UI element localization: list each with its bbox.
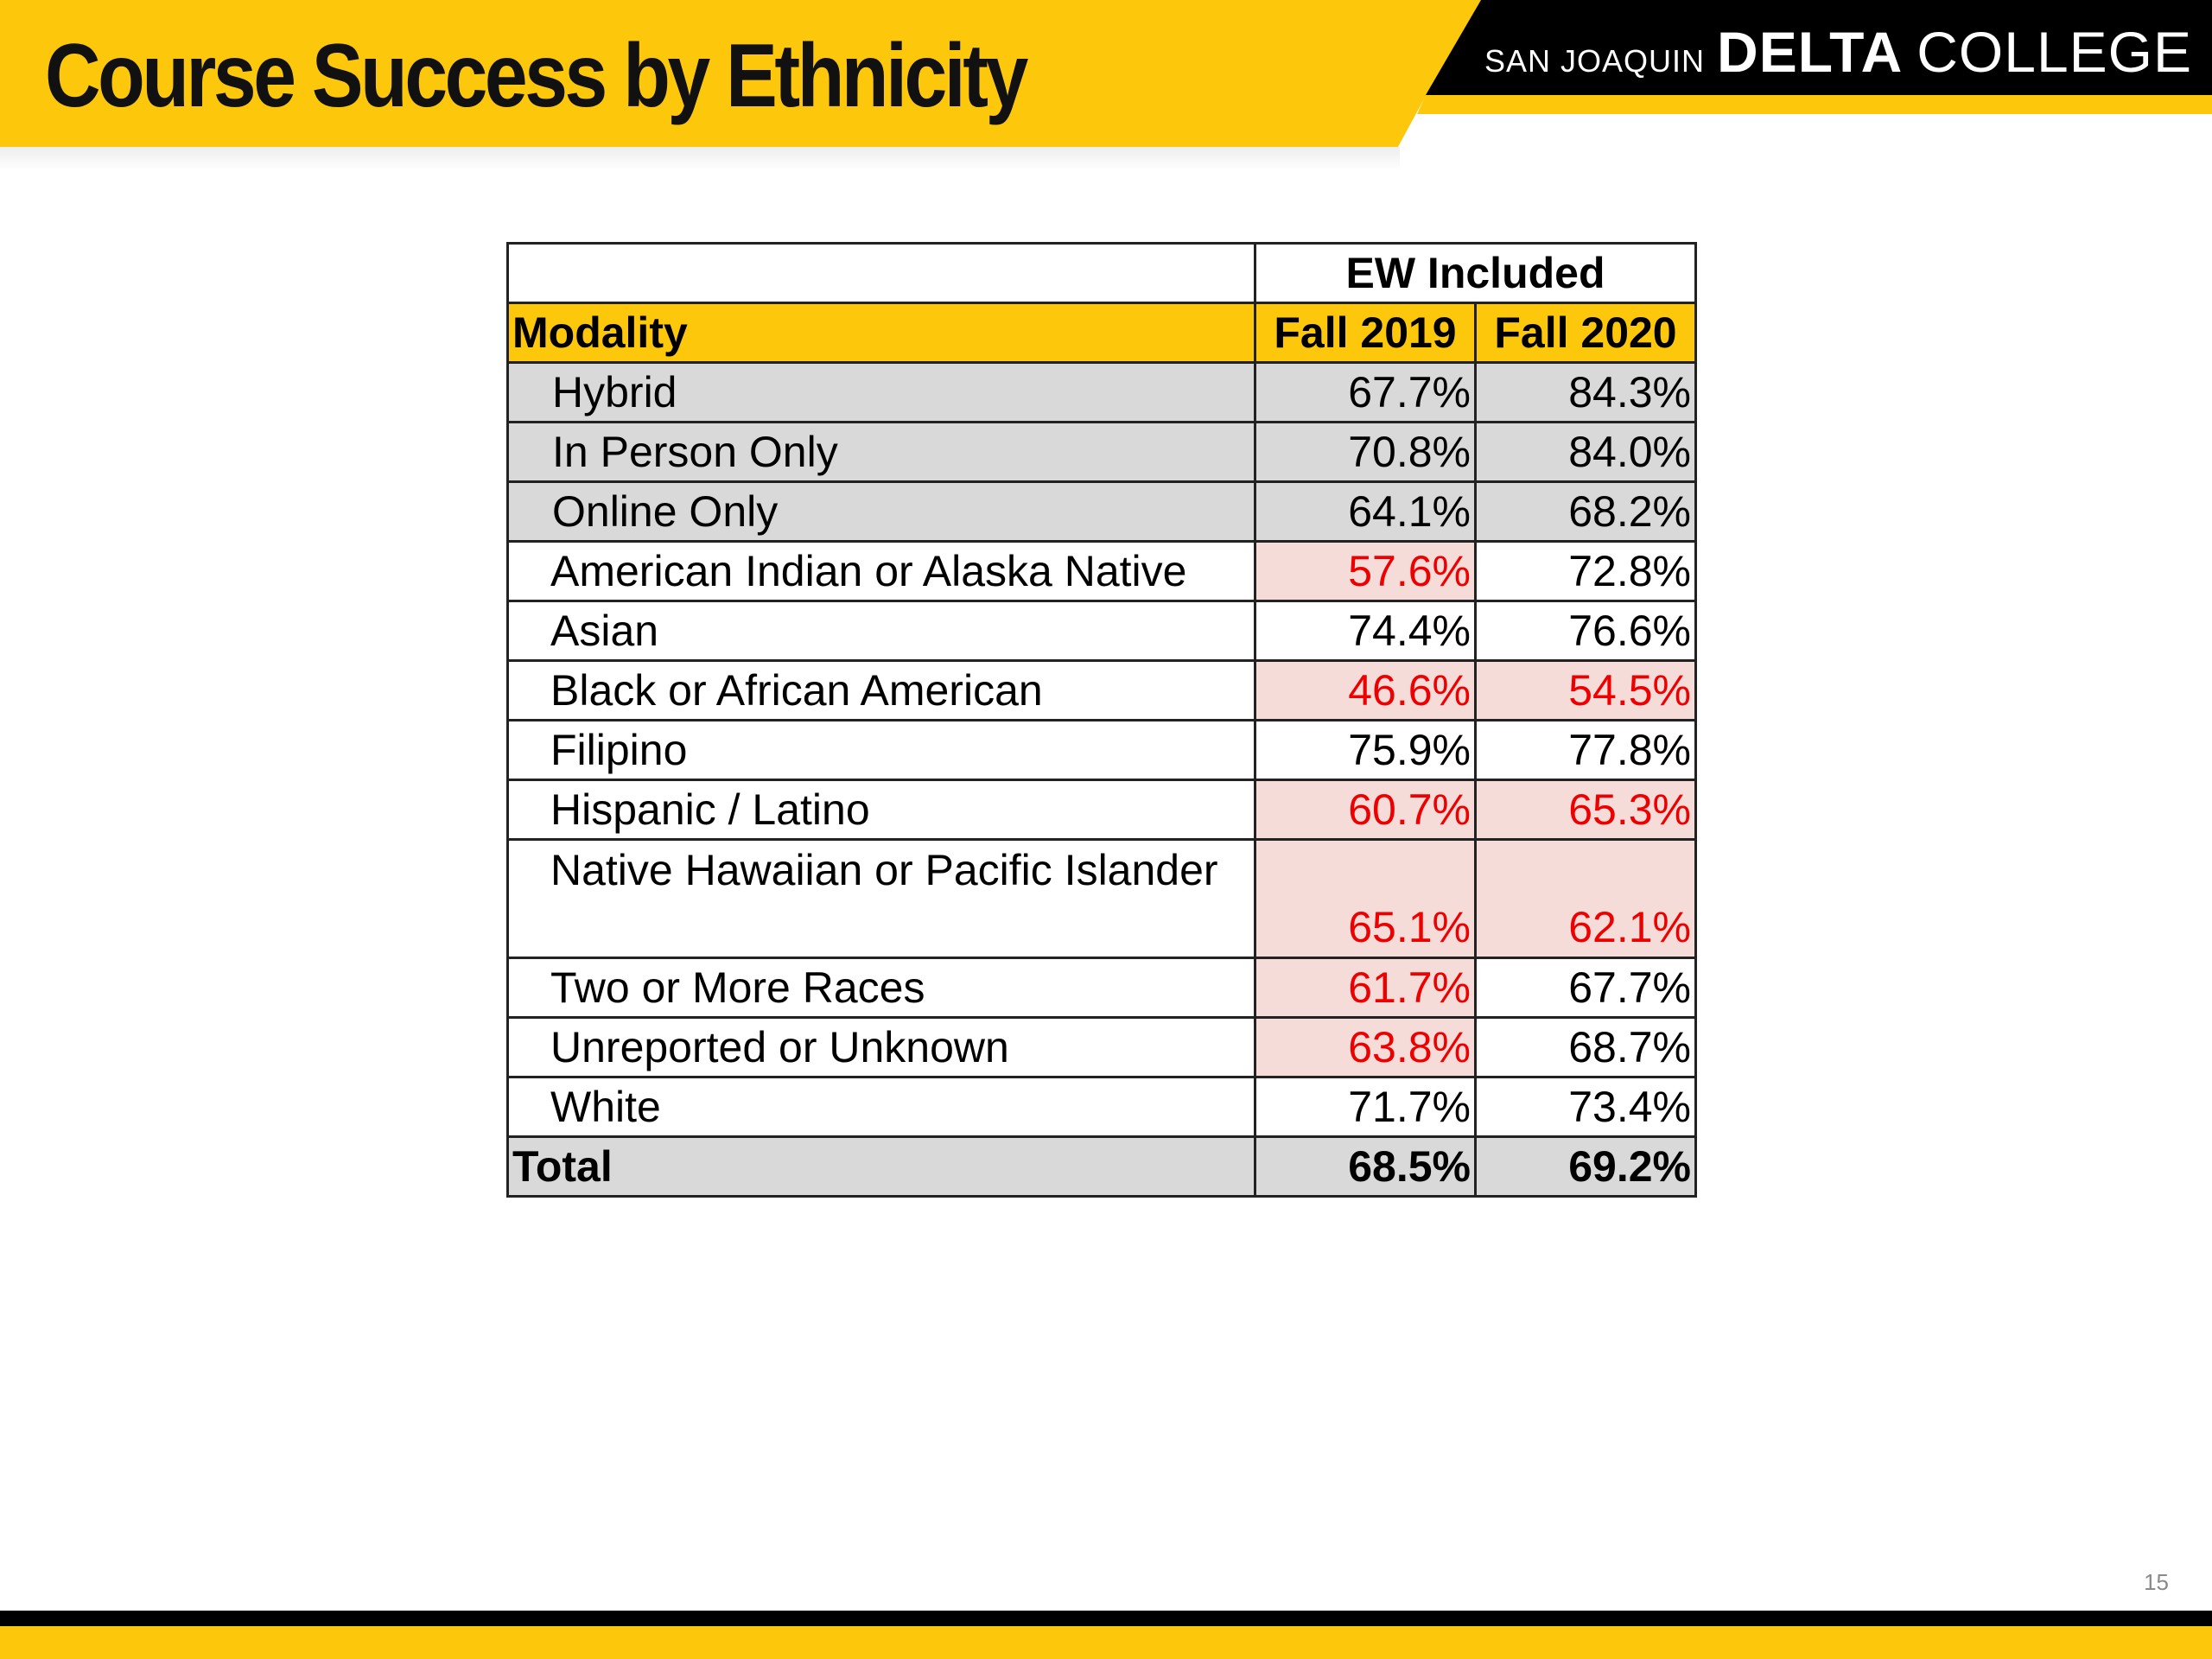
table-column-header-row: Modality Fall 2019 Fall 2020: [506, 302, 1697, 364]
table-row: Native Hawaiian or Pacific Islander 65.1…: [506, 838, 1697, 959]
course-success-table: EW Included Modality Fall 2019 Fall 2020…: [506, 242, 1697, 1198]
table-row: Filipino 75.9% 77.8%: [506, 719, 1697, 781]
row-label: Two or More Races: [506, 957, 1256, 1019]
page-title: Course Success by Ethnicity: [45, 26, 1028, 126]
title-banner-shadow: [0, 147, 1400, 171]
table-row: Asian 74.4% 76.6%: [506, 600, 1697, 662]
cell-fall-2020: 76.6%: [1474, 600, 1697, 662]
cell-fall-2019: 60.7%: [1254, 779, 1477, 841]
cell-fall-2020: 68.7%: [1474, 1016, 1697, 1078]
row-label: Unreported or Unknown: [506, 1016, 1256, 1078]
cell-fall-2019: 46.6%: [1254, 659, 1477, 721]
row-label: Filipino: [506, 719, 1256, 781]
title-banner: [0, 0, 1478, 147]
cell-fall-2020: 73.4%: [1474, 1076, 1697, 1138]
table-total-row: Total 68.5% 69.2%: [506, 1135, 1697, 1198]
college-logo: SAN JOAQUIN DELTA COLLEGE: [1484, 19, 2192, 85]
table-row: Unreported or Unknown 63.8% 68.7%: [506, 1016, 1697, 1078]
cell-fall-2019: 74.4%: [1254, 600, 1477, 662]
column-header-modality: Modality: [506, 302, 1256, 364]
table-row: In Person Only 70.8% 84.0%: [506, 421, 1697, 483]
logo-text-small: SAN JOAQUIN: [1484, 43, 1706, 79]
table-row: Two or More Races 61.7% 67.7%: [506, 957, 1697, 1019]
table-row: Hybrid 67.7% 84.3%: [506, 361, 1697, 423]
cell-fall-2019: 57.6%: [1254, 540, 1477, 602]
footer-gold-stripe: [0, 1626, 2212, 1659]
cell-fall-2019: 65.1%: [1254, 838, 1477, 959]
logo-text-regular: COLLEGE: [1916, 20, 2193, 84]
cell-fall-2020: 77.8%: [1474, 719, 1697, 781]
table-group-header-row: EW Included: [506, 242, 1697, 304]
cell-fall-2019: 67.7%: [1254, 361, 1477, 423]
row-label: In Person Only: [506, 421, 1256, 483]
row-label: American Indian or Alaska Native: [506, 540, 1256, 602]
row-label: Online Only: [506, 480, 1256, 543]
empty-header-cell: [506, 242, 1256, 304]
table-row: White 71.7% 73.4%: [506, 1076, 1697, 1138]
cell-fall-2019: 61.7%: [1254, 957, 1477, 1019]
row-label: Black or African American: [506, 659, 1256, 721]
cell-fall-2020: 84.0%: [1474, 421, 1697, 483]
row-label: White: [506, 1076, 1256, 1138]
cell-fall-2020: 72.8%: [1474, 540, 1697, 602]
cell-fall-2020: 65.3%: [1474, 779, 1697, 841]
cell-fall-2020: 67.7%: [1474, 957, 1697, 1019]
cell-fall-2019: 63.8%: [1254, 1016, 1477, 1078]
footer-black-stripe: [0, 1611, 2212, 1626]
table-row: Black or African American 46.6% 54.5%: [506, 659, 1697, 721]
cell-fall-2019: 71.7%: [1254, 1076, 1477, 1138]
ew-included-header: EW Included: [1254, 242, 1697, 304]
cell-fall-2020: 62.1%: [1474, 838, 1697, 959]
row-label: Hispanic / Latino: [506, 779, 1256, 841]
row-label: Hybrid: [506, 361, 1256, 423]
cell-fall-2020: 68.2%: [1474, 480, 1697, 543]
total-fall-2020: 69.2%: [1474, 1135, 1697, 1198]
column-header-fall-2019: Fall 2019: [1254, 302, 1477, 364]
logo-text-bold: DELTA: [1717, 20, 1904, 84]
column-header-fall-2020: Fall 2020: [1474, 302, 1697, 364]
row-label: Native Hawaiian or Pacific Islander: [506, 838, 1256, 959]
logo-banner: [1426, 0, 2212, 95]
table-row: American Indian or Alaska Native 57.6% 7…: [506, 540, 1697, 602]
row-label: Asian: [506, 600, 1256, 662]
table-row: Online Only 64.1% 68.2%: [506, 480, 1697, 543]
cell-fall-2020: 54.5%: [1474, 659, 1697, 721]
total-fall-2019: 68.5%: [1254, 1135, 1477, 1198]
cell-fall-2019: 64.1%: [1254, 480, 1477, 543]
cell-fall-2020: 84.3%: [1474, 361, 1697, 423]
cell-fall-2019: 75.9%: [1254, 719, 1477, 781]
table-row: Hispanic / Latino 60.7% 65.3%: [506, 779, 1697, 841]
page-number: 15: [2144, 1569, 2169, 1595]
cell-fall-2019: 70.8%: [1254, 421, 1477, 483]
total-label: Total: [506, 1135, 1256, 1198]
